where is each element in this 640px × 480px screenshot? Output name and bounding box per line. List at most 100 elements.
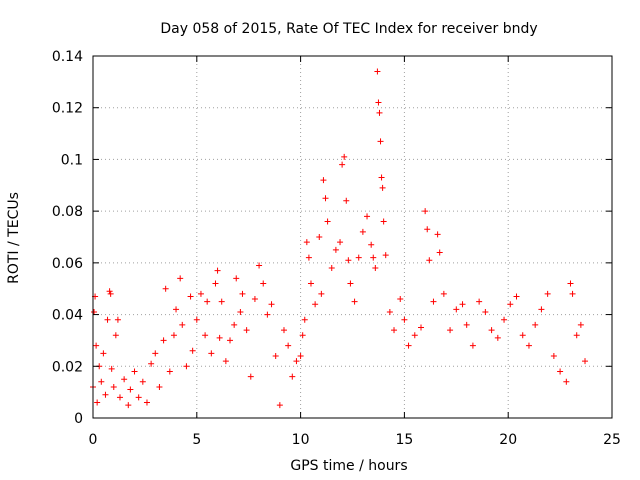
data-point bbox=[233, 275, 240, 282]
data-point bbox=[372, 265, 379, 272]
data-point bbox=[345, 257, 352, 264]
data-point bbox=[347, 280, 354, 287]
data-point bbox=[463, 321, 470, 328]
data-point bbox=[382, 252, 389, 259]
data-point bbox=[453, 306, 460, 313]
y-tick-label: 0.02 bbox=[52, 359, 83, 375]
x-axis-label: GPS time / hours bbox=[290, 458, 407, 474]
x-tick-label: 20 bbox=[499, 432, 517, 448]
data-point bbox=[550, 352, 557, 359]
data-point bbox=[98, 378, 105, 385]
data-point bbox=[166, 368, 173, 375]
data-point bbox=[114, 316, 121, 323]
data-point bbox=[143, 399, 150, 406]
data-point bbox=[351, 298, 358, 305]
data-point bbox=[380, 218, 387, 225]
data-point bbox=[297, 352, 304, 359]
data-point bbox=[260, 280, 267, 287]
data-point bbox=[289, 373, 296, 380]
data-point bbox=[582, 358, 589, 365]
y-tick-label: 0 bbox=[74, 411, 83, 427]
data-point bbox=[488, 327, 495, 334]
data-point bbox=[116, 394, 123, 401]
data-point bbox=[440, 290, 447, 297]
data-point bbox=[459, 301, 466, 308]
data-point bbox=[374, 68, 381, 75]
data-point bbox=[386, 308, 393, 315]
data-point bbox=[341, 153, 348, 160]
data-point bbox=[482, 308, 489, 315]
data-point bbox=[239, 290, 246, 297]
data-point bbox=[148, 360, 155, 367]
y-axis-label: ROTI / TECUs bbox=[6, 192, 22, 284]
data-point bbox=[567, 280, 574, 287]
data-point bbox=[272, 352, 279, 359]
data-point bbox=[557, 368, 564, 375]
data-point bbox=[135, 394, 142, 401]
data-point bbox=[434, 231, 441, 238]
data-point bbox=[424, 226, 431, 233]
data-point bbox=[276, 402, 283, 409]
x-tick-label: 5 bbox=[192, 432, 201, 448]
data-point bbox=[359, 228, 366, 235]
data-point bbox=[127, 386, 134, 393]
data-point bbox=[202, 332, 209, 339]
data-point bbox=[332, 246, 339, 253]
data-point bbox=[125, 402, 132, 409]
data-point bbox=[112, 332, 119, 339]
data-point bbox=[152, 350, 159, 357]
data-point bbox=[426, 257, 433, 264]
data-point bbox=[376, 109, 383, 116]
data-point bbox=[436, 249, 443, 256]
data-point bbox=[507, 301, 514, 308]
data-point bbox=[476, 298, 483, 305]
data-point bbox=[173, 306, 180, 313]
chart-title: Day 058 of 2015, Rate Of TEC Index for r… bbox=[160, 21, 537, 37]
data-point bbox=[370, 254, 377, 261]
data-point bbox=[411, 332, 418, 339]
data-point bbox=[214, 267, 221, 274]
data-point bbox=[256, 262, 263, 269]
data-series-roti bbox=[90, 68, 589, 409]
data-point bbox=[312, 301, 319, 308]
y-tick-label: 0.14 bbox=[52, 49, 83, 65]
grid-lines bbox=[93, 56, 612, 418]
data-point bbox=[237, 308, 244, 315]
data-point bbox=[106, 288, 113, 295]
y-tick-label: 0.12 bbox=[52, 101, 83, 117]
data-point bbox=[197, 290, 204, 297]
data-point bbox=[189, 347, 196, 354]
data-point bbox=[339, 161, 346, 168]
data-point bbox=[337, 239, 344, 246]
data-point bbox=[364, 213, 371, 220]
data-point bbox=[268, 301, 275, 308]
data-point bbox=[107, 290, 114, 297]
data-point bbox=[401, 316, 408, 323]
data-point bbox=[447, 327, 454, 334]
data-point bbox=[391, 327, 398, 334]
data-point bbox=[377, 138, 384, 145]
data-point bbox=[307, 280, 314, 287]
data-point bbox=[355, 254, 362, 261]
data-point bbox=[139, 378, 146, 385]
x-tick-label: 10 bbox=[292, 432, 310, 448]
data-point bbox=[563, 378, 570, 385]
data-point bbox=[378, 174, 385, 181]
data-point bbox=[469, 342, 476, 349]
data-point bbox=[343, 197, 350, 204]
data-point bbox=[179, 321, 186, 328]
data-point bbox=[156, 383, 163, 390]
data-point bbox=[320, 177, 327, 184]
data-point bbox=[160, 337, 167, 344]
data-point bbox=[222, 358, 229, 365]
data-point bbox=[405, 342, 412, 349]
data-point bbox=[577, 321, 584, 328]
data-point bbox=[501, 316, 508, 323]
data-point bbox=[422, 208, 429, 215]
data-point bbox=[397, 296, 404, 303]
data-point bbox=[328, 265, 335, 272]
y-tick-label: 0.1 bbox=[61, 152, 83, 168]
data-point bbox=[108, 365, 115, 372]
data-point bbox=[264, 311, 271, 318]
